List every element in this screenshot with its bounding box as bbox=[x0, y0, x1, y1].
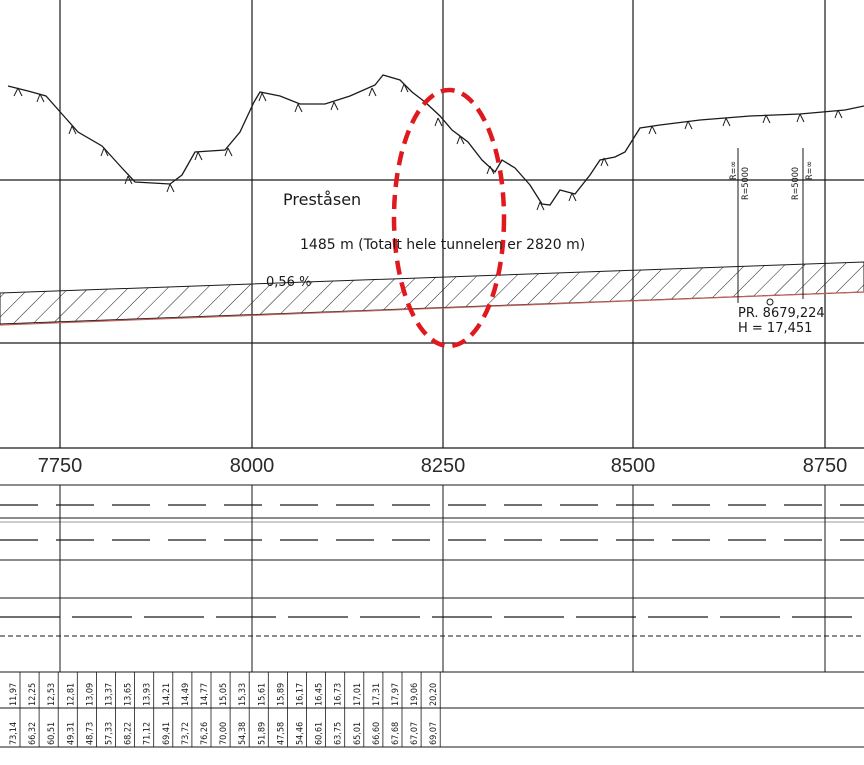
table-value-bottom: 13,37 bbox=[105, 683, 115, 706]
table-value-bottom: 17,97 bbox=[391, 683, 401, 706]
table-value-bottom: 12,25 bbox=[28, 683, 38, 706]
table-lines bbox=[0, 484, 864, 748]
table-value-top: 67,07 bbox=[410, 722, 420, 745]
road-line bbox=[0, 291, 864, 326]
table-value-bottom: 12,53 bbox=[47, 683, 57, 706]
station-label: 8250 bbox=[421, 455, 466, 477]
place-name: Preståsen bbox=[283, 190, 361, 209]
table-value-bottom: 15,89 bbox=[276, 683, 286, 706]
station-label: 7750 bbox=[38, 455, 83, 477]
table-dash-lines bbox=[0, 504, 864, 618]
station-label: 8000 bbox=[230, 455, 275, 477]
table-value-top: 73,72 bbox=[181, 722, 191, 745]
table-value-top: 49,31 bbox=[66, 722, 76, 745]
table-value-top: 66,60 bbox=[372, 722, 382, 745]
terrain-ticks bbox=[13, 83, 843, 211]
curve-label-1: R=∞ bbox=[729, 161, 739, 180]
table-value-bottom: 15,33 bbox=[238, 683, 248, 706]
table-value-bottom: 13,93 bbox=[143, 683, 153, 706]
table-value-top: 60,61 bbox=[315, 722, 325, 745]
table-value-bottom: 15,61 bbox=[257, 683, 267, 706]
station-point-marker bbox=[766, 298, 774, 306]
station-labels: 7750 8000 8250 8500 8750 bbox=[38, 455, 848, 477]
table-value-bottom: 13,65 bbox=[124, 683, 134, 706]
table-value-top: 60,51 bbox=[47, 722, 57, 745]
table-value-bottom: 20,20 bbox=[429, 683, 439, 706]
table-value-top: 71,12 bbox=[143, 722, 153, 745]
table-value-bottom: 11,97 bbox=[9, 683, 19, 706]
table-value-bottom: 16,73 bbox=[334, 683, 344, 706]
grid-horizontal-lines bbox=[0, 179, 864, 449]
station-label: 8500 bbox=[611, 455, 656, 477]
table-value-bottom: 17,01 bbox=[353, 683, 363, 706]
table-value-top: 66,32 bbox=[28, 722, 38, 745]
table-value-top: 54,46 bbox=[296, 722, 306, 745]
table-value-bottom: 13,09 bbox=[85, 683, 95, 706]
table-value-top: 57,33 bbox=[105, 722, 115, 745]
table-value-top: 69,41 bbox=[162, 722, 172, 745]
elevation-label: H = 17,451 bbox=[738, 321, 812, 336]
gradient-label: 0,56 % bbox=[266, 275, 311, 290]
table-value-top: 51,89 bbox=[257, 722, 267, 745]
table-value-top: 73,14 bbox=[9, 722, 19, 745]
station-point-label: PR. 8679,224 bbox=[738, 306, 825, 321]
curve-markers bbox=[737, 148, 804, 303]
table-cells: 11,97 73,14 12,25 66,32 12,53 60,51 12,81 49,31… bbox=[9, 672, 441, 747]
table-value-top: 68,22 bbox=[124, 722, 134, 745]
curve-label-3: R=5000 bbox=[791, 167, 801, 200]
table-value-bottom: 14,49 bbox=[181, 683, 191, 706]
terrain-line bbox=[7, 74, 864, 206]
highlight-ellipse bbox=[391, 87, 507, 349]
table-value-top: 48,73 bbox=[85, 722, 95, 745]
table-value-top: 63,75 bbox=[334, 722, 344, 745]
tunnel-band bbox=[0, 261, 864, 325]
table-value-bottom: 16,17 bbox=[296, 683, 306, 706]
table-value-top: 69,07 bbox=[429, 722, 439, 745]
curve-label-2: R=5000 bbox=[741, 167, 751, 200]
table-value-top: 65,01 bbox=[353, 722, 363, 745]
table-value-bottom: 12,81 bbox=[66, 683, 76, 706]
table-value-bottom: 17,31 bbox=[372, 683, 382, 706]
station-label: 8750 bbox=[803, 455, 848, 477]
table-value-top: 54,38 bbox=[238, 722, 248, 745]
table-value-bottom: 14,77 bbox=[200, 683, 210, 706]
table-value-top: 67,68 bbox=[391, 722, 401, 745]
table-value-top: 76,26 bbox=[200, 722, 210, 745]
table-value-bottom: 14,21 bbox=[162, 683, 172, 706]
grid-vertical-lines bbox=[59, 0, 826, 448]
table-value-top: 70,00 bbox=[219, 722, 229, 745]
curve-label-4: R=∞ bbox=[805, 161, 815, 180]
table-value-bottom: 16,45 bbox=[315, 683, 325, 706]
table-value-bottom: 19,06 bbox=[410, 683, 420, 706]
table-value-top: 47,58 bbox=[276, 722, 286, 745]
table-value-bottom: 15,05 bbox=[219, 683, 229, 706]
tunnel-length-label: 1485 m (Totalt hele tunnelen er 2820 m) bbox=[300, 237, 585, 253]
